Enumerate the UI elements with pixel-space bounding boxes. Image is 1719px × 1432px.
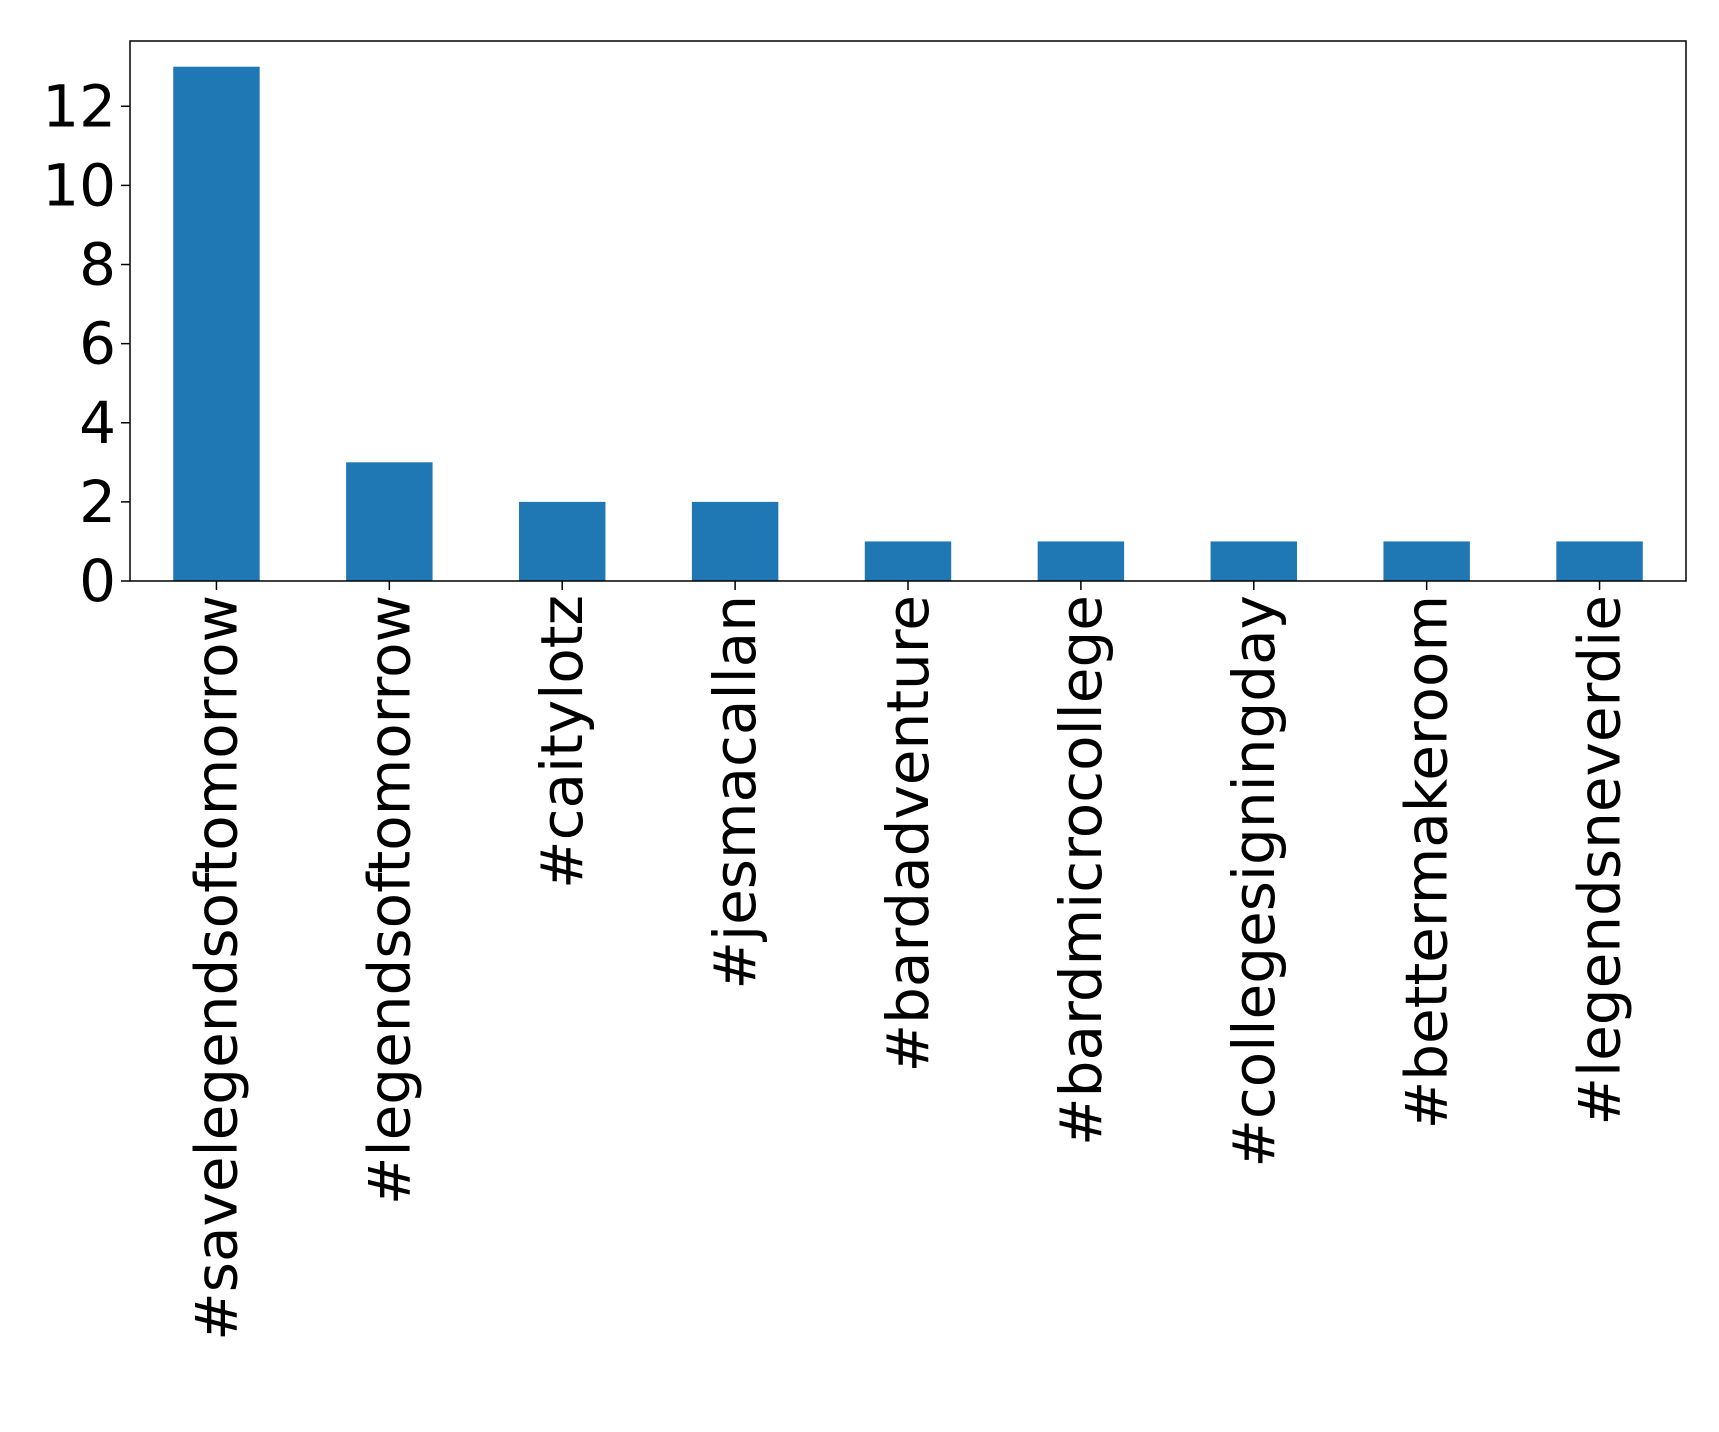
bar-7 [1210, 541, 1297, 581]
bar-4 [691, 501, 779, 581]
y-tick-label: 6 [79, 310, 116, 378]
y-tick-label: 8 [79, 231, 116, 299]
x-tick-label: #caitylotz [528, 595, 596, 889]
bar-3 [519, 501, 606, 581]
x-tick-label: #collegesigningday [1220, 595, 1288, 1168]
bar-9 [1556, 541, 1643, 581]
x-axis: #savelegendsoftomorrow #legendsoftomorrow… [182, 581, 1634, 1341]
x-tick-label: #legendsneverdie [1566, 595, 1634, 1126]
x-tick-label: #jesmacallan [701, 595, 769, 990]
x-tick-label: #bardmicrocollege [1047, 595, 1115, 1146]
x-tick-label: #bardadventure [874, 595, 942, 1072]
y-tick-label: 10 [42, 151, 116, 219]
y-axis: 0 2 4 6 8 10 12 [42, 72, 130, 615]
x-tick-label: #savelegendsoftomorrow [182, 595, 250, 1341]
x-tick-label: #legendsoftomorrow [355, 595, 423, 1205]
bar-8 [1383, 541, 1470, 581]
bar-6 [1037, 541, 1125, 581]
bars-layer [173, 66, 1643, 581]
bar-5 [864, 541, 952, 581]
y-tick-label: 4 [79, 389, 116, 457]
x-tick-label: #bettermakeroom [1393, 595, 1461, 1129]
bar-2 [346, 462, 433, 581]
bar-1 [173, 66, 260, 581]
y-tick-label: 12 [42, 72, 116, 140]
y-tick-label: 0 [79, 547, 116, 615]
y-tick-label: 2 [79, 468, 116, 536]
plot-frame [129, 40, 1687, 582]
